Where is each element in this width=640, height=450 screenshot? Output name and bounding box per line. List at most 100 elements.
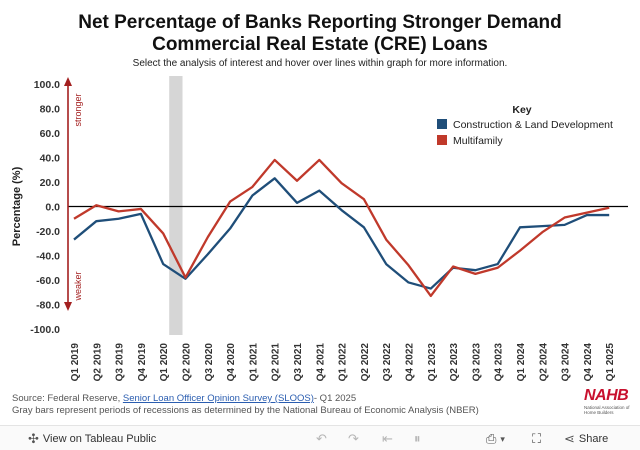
x-tick-label: Q3 2019 — [115, 343, 126, 382]
x-tick-label: Q2 2021 — [271, 343, 282, 382]
legend-label: Construction & Land Development — [453, 119, 613, 131]
legend-label: Multifamily — [453, 135, 503, 147]
data-point[interactable] — [494, 264, 501, 271]
y-tick-label: 100.0 — [34, 79, 60, 91]
x-tick-label: Q4 2022 — [405, 343, 416, 382]
data-point[interactable] — [204, 251, 211, 258]
data-point[interactable] — [249, 192, 256, 199]
revert-icon: ⇤ — [382, 431, 393, 446]
data-point[interactable] — [405, 279, 412, 286]
undo-icon: ↶ — [316, 431, 327, 446]
logo-subtext: National Association of Home Builders — [584, 405, 630, 415]
weaker-label: weaker — [73, 271, 83, 301]
revert-button[interactable]: ⇤ — [382, 431, 393, 447]
footer: Source: Federal Reserve, Senior Loan Off… — [12, 393, 479, 417]
data-point[interactable] — [561, 221, 568, 228]
data-point[interactable] — [93, 202, 100, 209]
data-point[interactable] — [294, 199, 301, 206]
x-tick-label: Q1 2025 — [605, 343, 616, 382]
legend-swatch — [437, 119, 447, 129]
data-point[interactable] — [316, 187, 323, 194]
data-point[interactable] — [427, 292, 434, 299]
download-icon: ⎙ — [486, 431, 497, 446]
x-tick-label: Q1 2019 — [70, 343, 81, 382]
x-tick-label: Q2 2019 — [92, 343, 103, 382]
data-point[interactable] — [450, 263, 457, 270]
data-point[interactable] — [71, 215, 78, 222]
undo-button[interactable]: ↶ — [316, 431, 327, 447]
series-line-construction[interactable] — [73, 177, 610, 290]
view-on-tableau-button[interactable]: ✣ View on Tableau Public — [28, 431, 156, 447]
x-tick-label: Q3 2020 — [204, 343, 215, 382]
x-tick-label: Q4 2021 — [315, 343, 326, 382]
nahb-logo[interactable]: NAHB National Association of Home Builde… — [584, 387, 634, 415]
data-point[interactable] — [338, 207, 345, 214]
data-point[interactable] — [271, 156, 278, 163]
x-tick-label: Q1 2022 — [338, 343, 349, 382]
data-point[interactable] — [472, 270, 479, 277]
data-point[interactable] — [606, 204, 613, 211]
data-point[interactable] — [271, 175, 278, 182]
redo-button[interactable]: ↷ — [348, 431, 359, 447]
y-tick-label: 80.0 — [40, 104, 61, 116]
data-point[interactable] — [360, 196, 367, 203]
series-line-multifamily[interactable] — [73, 158, 610, 298]
y-tick-label: 20.0 — [40, 177, 61, 189]
fullscreen-button[interactable]: ⛶ — [532, 431, 541, 447]
data-point[interactable] — [93, 218, 100, 225]
data-point[interactable] — [204, 234, 211, 241]
data-point[interactable] — [405, 262, 412, 269]
y-tick-label: 40.0 — [40, 153, 61, 165]
x-tick-label: Q2 2023 — [449, 343, 460, 382]
x-tick-label: Q2 2024 — [538, 343, 549, 382]
data-point[interactable] — [517, 224, 524, 231]
data-point[interactable] — [182, 274, 189, 281]
data-point[interactable] — [160, 261, 167, 268]
data-point[interactable] — [316, 156, 323, 163]
data-point[interactable] — [294, 177, 301, 184]
data-point[interactable] — [71, 236, 78, 243]
data-point[interactable] — [360, 224, 367, 231]
logo-text: NAHB — [584, 387, 629, 404]
recession-note: Gray bars represent periods of recession… — [12, 405, 479, 416]
title-line-2: Commercial Real Estate (CRE) Loans — [152, 34, 488, 55]
y-axis-label: Percentage (%) — [11, 166, 23, 246]
download-button[interactable]: ⎙ ▾ — [486, 431, 505, 447]
source-prefix: Source: Federal Reserve, — [12, 393, 123, 404]
x-tick-label: Q1 2020 — [159, 343, 170, 382]
x-tick-label: Q3 2023 — [471, 343, 482, 382]
data-point[interactable] — [583, 209, 590, 216]
data-point[interactable] — [227, 198, 234, 205]
data-point[interactable] — [383, 236, 390, 243]
x-tick-label: Q3 2024 — [561, 343, 572, 382]
data-point[interactable] — [383, 261, 390, 268]
pause-button[interactable]: ⏸ — [414, 431, 421, 447]
x-tick-label: Q2 2020 — [182, 343, 193, 382]
data-point[interactable] — [115, 215, 122, 222]
data-point[interactable] — [561, 214, 568, 221]
legend-title: Key — [512, 104, 531, 116]
data-point[interactable] — [115, 208, 122, 215]
y-tick-label: -20.0 — [36, 226, 60, 238]
data-point[interactable] — [539, 229, 546, 236]
data-point[interactable] — [338, 180, 345, 187]
data-point[interactable] — [227, 225, 234, 232]
x-tick-label: Q3 2021 — [293, 343, 304, 382]
data-point[interactable] — [539, 223, 546, 230]
data-point[interactable] — [606, 212, 613, 219]
data-point[interactable] — [249, 183, 256, 190]
view-on-tableau-label: View on Tableau Public — [42, 433, 157, 445]
share-button[interactable]: ⋖ Share — [564, 431, 608, 447]
direction-arrow-up-head — [64, 77, 72, 86]
data-point[interactable] — [160, 230, 167, 237]
data-point[interactable] — [137, 205, 144, 212]
chart-title: Net Percentage of Banks Reporting Strong… — [0, 12, 640, 56]
chart-subtitle: Select the analysis of interest and hove… — [132, 58, 508, 69]
data-point[interactable] — [517, 247, 524, 254]
title-line-1: Net Percentage of Banks Reporting Strong… — [78, 12, 562, 33]
y-tick-label: -80.0 — [36, 300, 60, 312]
x-tick-label: Q1 2024 — [516, 343, 527, 382]
sloos-link[interactable]: Senior Loan Officer Opinion Survey (SLOO… — [122, 393, 314, 404]
line-chart[interactable]: 100.0 80.0 60.0 40.0 20.0 0.0 -20.0 -40.0 -60.0 -… — [0, 0, 640, 425]
tableau-toolbar: ✣ View on Tableau Public ↶ ↷ ⇤ ⏸ ⎙ ▾ ⛶ ⋖ … — [0, 425, 640, 450]
